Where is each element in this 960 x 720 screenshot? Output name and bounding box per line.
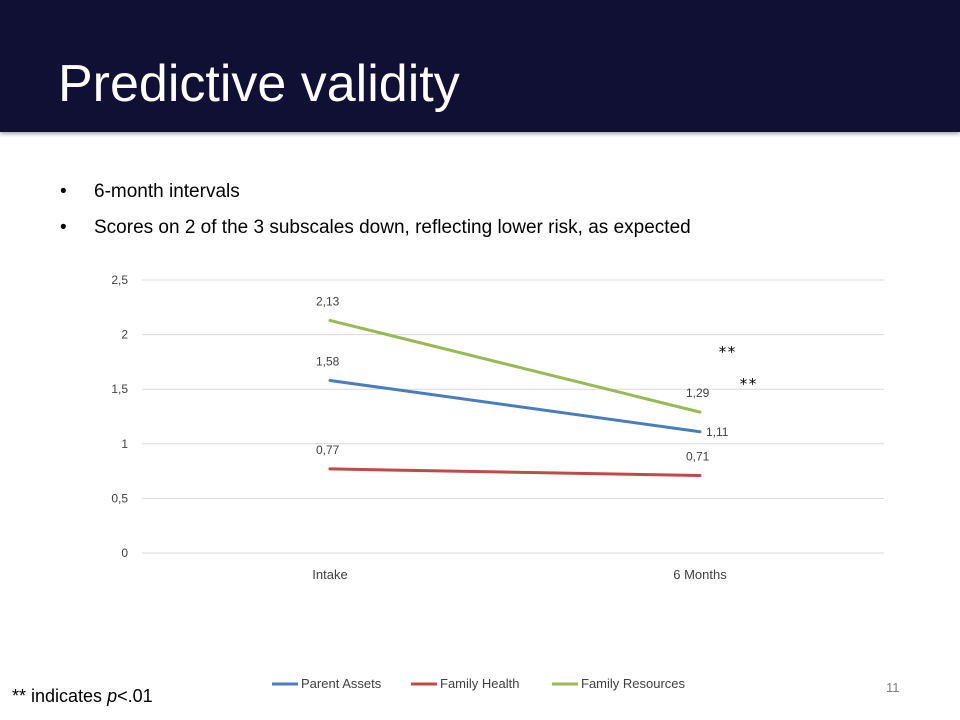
y-tick-label: 1,5 [111,382,128,396]
footnote: ** indicates p<.01 [12,686,153,707]
series-lines [328,318,702,477]
y-axis-ticks: 0 0,5 1 1,5 2 2,5 [111,273,128,560]
legend-label: Family Resources [581,676,686,691]
bullet-item: 6-month intervals [60,180,691,216]
x-axis-ticks: Intake 6 Months [312,567,727,582]
significance-annotations: ** ** [718,343,757,393]
page-number: 11 [886,680,900,695]
slide-title: Predictive validity [58,55,460,113]
legend: Parent Assets Family Health Family Resourc… [272,676,686,691]
data-labels: 1,58 1,11 0,77 0,71 2,13 1,29 [316,294,729,463]
y-tick-label: 1 [121,437,128,451]
footnote-suffix: <.01 [117,686,153,706]
footnote-p: p [107,686,118,706]
y-tick-label: 0 [121,546,128,560]
y-tick-label: 2,5 [111,273,128,287]
data-label: 1,29 [686,386,710,400]
series-line-family-resources [328,318,702,414]
x-tick-label: 6 Months [673,567,727,582]
annotation-parent-assets: ** [718,343,736,361]
data-label: 2,13 [316,294,340,308]
y-tick-label: 2 [121,328,128,342]
data-label: 1,58 [316,354,340,368]
x-tick-label: Intake [312,567,347,582]
bullet-list: 6-month intervals Scores on 2 of the 3 s… [60,180,691,252]
footnote-prefix: ** indicates [12,686,108,706]
legend-label: Family Health [440,676,519,691]
data-label: 0,71 [686,449,710,463]
data-label: 0,77 [316,443,340,457]
series-line-parent-assets [328,378,702,434]
gridlines [142,279,884,554]
title-bar: Predictive validity [0,0,960,132]
series-line-family-health [328,467,702,477]
bullet-item: Scores on 2 of the 3 subscales down, ref… [60,216,691,252]
annotation-family-resources: ** [739,375,757,393]
data-label: 1,11 [706,425,729,439]
y-tick-label: 0,5 [111,491,128,505]
legend-label: Parent Assets [301,676,382,691]
